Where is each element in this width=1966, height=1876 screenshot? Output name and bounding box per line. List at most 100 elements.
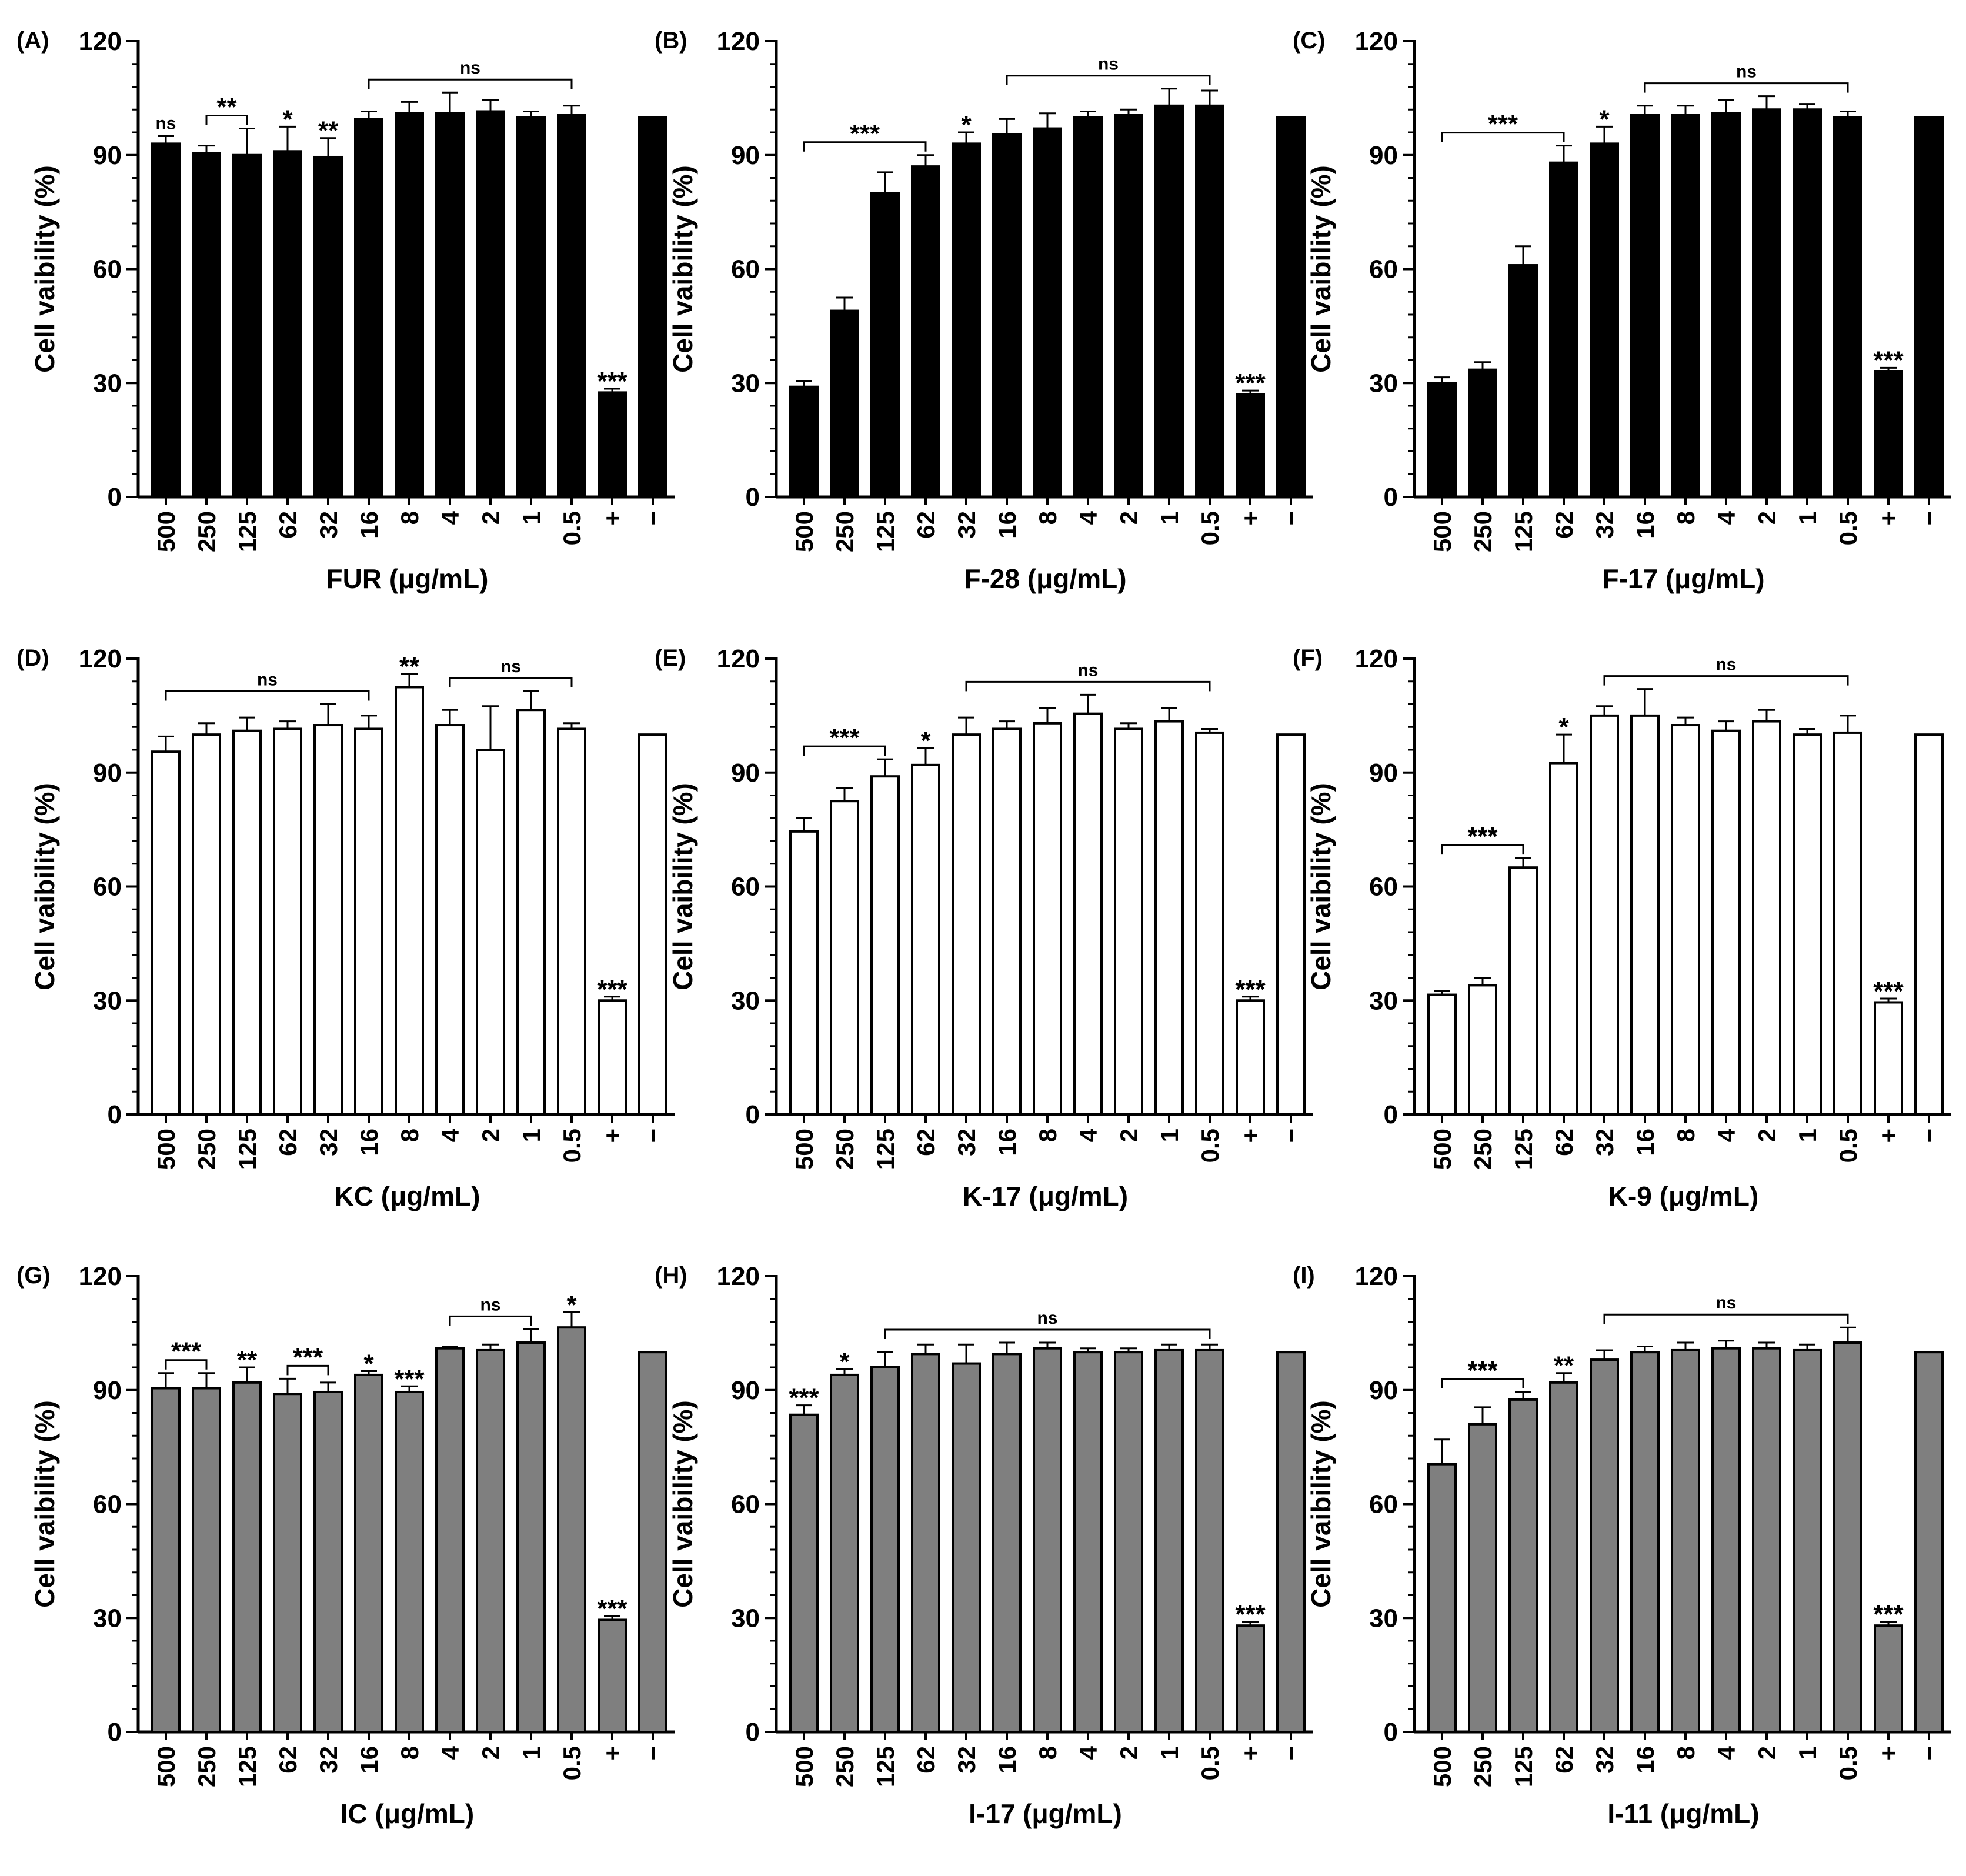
x-tick-label: 0.5 — [1196, 1746, 1224, 1780]
y-axis-label: Cell vaibility (%) — [667, 1400, 698, 1608]
x-tick-label: + — [1875, 511, 1902, 526]
significance-label: ns — [500, 657, 521, 676]
bar — [638, 1351, 667, 1733]
x-tick-label: 4 — [436, 1745, 464, 1760]
y-tick-label: 60 — [1369, 873, 1398, 902]
y-axis-label: Cell vaibility (%) — [29, 1400, 60, 1608]
x-tick-label: 62 — [274, 1746, 302, 1774]
x-tick-label: 8 — [1034, 1129, 1062, 1142]
bar — [598, 391, 627, 498]
x-tick-label: 16 — [1631, 1746, 1659, 1774]
x-tick-label: − — [639, 511, 667, 526]
x-tick-label: 4 — [1074, 510, 1102, 525]
significance-label: ns — [1715, 1293, 1736, 1313]
y-tick-label: 0 — [108, 483, 122, 512]
significance-bracket — [165, 1359, 208, 1370]
x-tick-label: 250 — [831, 1746, 859, 1787]
x-tick-label: 8 — [1672, 511, 1700, 525]
bar — [1630, 1351, 1660, 1733]
x-tick-label: 2 — [1753, 1129, 1781, 1142]
x-tick-label: 125 — [233, 1746, 261, 1787]
bar — [830, 1373, 859, 1733]
bar — [870, 775, 900, 1116]
x-tick-label: 0.5 — [558, 1746, 586, 1780]
x-axis-label: F-17 (μg/mL) — [1602, 563, 1764, 594]
x-axis-label: K-17 (μg/mL) — [963, 1181, 1128, 1211]
significance-label: *** — [394, 1364, 425, 1393]
significance-label: * — [961, 111, 972, 139]
bar — [476, 110, 505, 498]
x-tick-label: 32 — [1591, 1129, 1618, 1156]
significance-label: *** — [789, 1384, 819, 1413]
significance-label: ns — [155, 114, 176, 133]
significance-bracket — [803, 141, 927, 152]
x-tick-label: 4 — [1713, 1128, 1740, 1142]
panel-label: (G) — [16, 1263, 51, 1289]
y-tick-label: 30 — [731, 986, 760, 1015]
bar — [870, 192, 900, 499]
bar — [1468, 368, 1497, 498]
x-tick-label: 250 — [1469, 1129, 1497, 1170]
x-tick-label: 2 — [1753, 1746, 1781, 1760]
bar — [1590, 714, 1619, 1116]
y-tick-label: 90 — [731, 759, 760, 787]
significance-label: *** — [1235, 1600, 1266, 1629]
x-tick-label: 4 — [1713, 1745, 1740, 1760]
x-tick-label: 1 — [518, 1746, 545, 1760]
y-tick-label: 120 — [717, 645, 760, 673]
x-tick-label: 32 — [315, 511, 342, 539]
panel-label: (E) — [655, 645, 686, 671]
y-tick-label: 30 — [93, 369, 122, 398]
x-tick-label: 8 — [396, 1746, 423, 1760]
y-tick-label: 0 — [746, 483, 760, 512]
y-tick-label: 30 — [93, 986, 122, 1015]
y-axis-label: Cell vaibility (%) — [29, 783, 60, 990]
bar — [1793, 1348, 1822, 1733]
y-tick-label: 90 — [1369, 141, 1398, 170]
bar — [476, 749, 505, 1116]
bar — [1276, 116, 1306, 498]
x-tick-label: 500 — [790, 511, 818, 552]
x-tick-label: 32 — [953, 511, 980, 539]
x-tick-label: 16 — [1631, 511, 1659, 539]
significance-bracket — [368, 78, 573, 89]
y-tick-label: 120 — [1355, 1262, 1398, 1291]
bar — [435, 1347, 465, 1734]
panel-label: (A) — [16, 28, 49, 54]
x-tick-label: 500 — [152, 1746, 180, 1787]
x-tick-label: 2 — [1115, 511, 1143, 525]
x-tick-label: 4 — [1074, 1745, 1102, 1760]
x-tick-label: − — [1277, 1129, 1305, 1143]
significance-bracket — [965, 680, 1211, 692]
bar — [1671, 724, 1700, 1116]
bar — [395, 1390, 424, 1733]
x-tick-label: 500 — [790, 1746, 818, 1787]
bar — [232, 153, 262, 498]
significance-bracket — [449, 1315, 532, 1326]
x-tick-label: 500 — [1428, 511, 1456, 552]
bar — [313, 724, 343, 1116]
x-tick-label: 1 — [1156, 1129, 1183, 1142]
bar — [1590, 1358, 1619, 1734]
bar — [1114, 1351, 1143, 1733]
x-tick-label: 62 — [274, 1129, 302, 1156]
significance-label: * — [839, 1347, 850, 1376]
x-tick-label: 2 — [477, 1129, 505, 1142]
significance-label: *** — [829, 723, 860, 752]
significance-label: ns — [1098, 55, 1119, 74]
significance-label: * — [566, 1290, 577, 1319]
significance-label: *** — [1467, 822, 1498, 851]
significance-bracket — [1441, 1378, 1524, 1388]
significance-label: *** — [597, 975, 627, 1004]
significance-bracket — [1441, 132, 1565, 142]
bar — [1508, 1398, 1538, 1734]
x-tick-label: 8 — [1672, 1129, 1700, 1142]
bar — [1833, 1341, 1862, 1734]
bar — [598, 1618, 627, 1734]
y-axis-label: Cell vaibility (%) — [1306, 165, 1336, 373]
x-tick-label: 1 — [1794, 1746, 1821, 1760]
bar — [1427, 1463, 1457, 1733]
y-tick-label: 0 — [1384, 1100, 1398, 1129]
bar — [476, 1348, 505, 1733]
